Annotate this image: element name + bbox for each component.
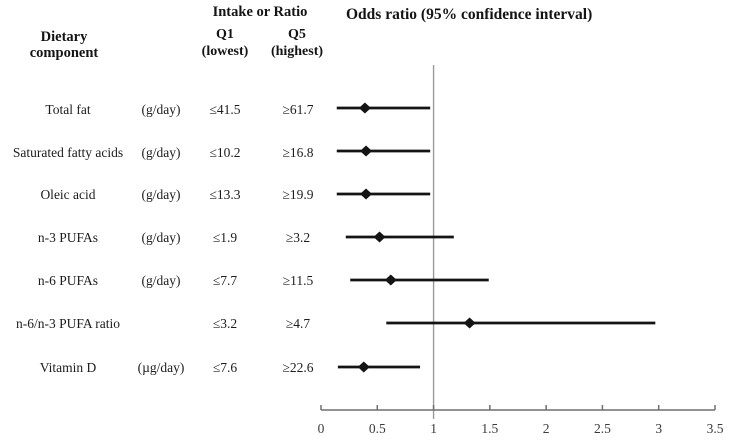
or-diamond-marker [373,231,386,243]
or-diamond-marker [357,361,370,373]
q1-value: ≤7.6 [212,360,238,375]
q5-value: ≥22.6 [282,360,314,375]
q5-value: ≥16.8 [282,145,314,160]
q1-value: ≤13.3 [209,187,241,202]
x-axis-tick-label: 2.5 [594,421,611,436]
q5-value: ≥61.7 [282,102,314,117]
component-unit: (g/day) [141,102,181,117]
x-axis-tick-label: 3.5 [707,421,724,436]
q1-value: ≤3.2 [212,316,238,331]
component-name: Oleic acid [40,187,96,202]
or-diamond-marker [384,274,397,286]
component-unit: (g/day) [141,145,181,160]
component-unit: (µg/day) [137,360,185,375]
x-axis-tick-label: 1.5 [481,421,498,436]
table-row: n-3 PUFAs (g/day) ≤1.9 ≥3.2 [0,227,340,248]
or-diamond-marker [463,317,476,329]
x-axis-tick-label: 0.5 [369,421,386,436]
component-name: n-6/n-3 PUFA ratio [16,316,120,331]
q5-value: ≥3.2 [285,230,311,245]
or-diamond-marker [360,145,373,157]
table-row: n-6/n-3 PUFA ratio ≤3.2 ≥4.7 [0,313,340,334]
q5-column-header: Q5 (highest) [270,27,324,59]
component-name: n-3 PUFAs [37,230,99,245]
component-name: Vitamin D [39,360,97,375]
table-row: Total fat (g/day) ≤41.5 ≥61.7 [0,99,340,120]
x-axis-tick-label: 2 [543,421,550,436]
component-unit: (g/day) [141,230,181,245]
component-name: Total fat [45,102,91,117]
intake-or-ratio-header: Intake or Ratio [212,4,308,20]
x-axis-tick-label: 0 [318,421,325,436]
q1-value: ≤10.2 [209,145,241,160]
component-name: Saturated fatty acids [12,145,124,160]
x-axis-tick-label: 3 [655,421,662,436]
or-diamond-marker [358,102,371,114]
q5-value: ≥19.9 [282,187,314,202]
q5-value: ≥4.7 [285,316,311,331]
q5-value: ≥11.5 [282,273,314,288]
table-row: Oleic acid (g/day) ≤13.3 ≥19.9 [0,184,340,205]
q1-column-header: Q1 (lowest) [201,27,249,59]
q1-value: ≤7.7 [212,273,238,288]
component-unit: (g/day) [141,273,181,288]
table-row: n-6 PUFAs (g/day) ≤7.7 ≥11.5 [0,270,340,291]
plot-title: Odds ratio (95% confidence interval) [346,6,593,23]
q1-value: ≤41.5 [209,102,241,117]
x-axis-tick-label: 1 [430,421,437,436]
table-row: Vitamin D (µg/day) ≤7.6 ≥22.6 [0,357,340,378]
dietary-component-header: Dietary component [29,29,99,61]
q1-value: ≤1.9 [212,230,238,245]
or-diamond-marker [360,188,373,200]
component-unit: (g/day) [141,187,181,202]
component-name: n-6 PUFAs [37,273,99,288]
table-row: Saturated fatty acids (g/day) ≤10.2 ≥16.… [0,142,340,163]
